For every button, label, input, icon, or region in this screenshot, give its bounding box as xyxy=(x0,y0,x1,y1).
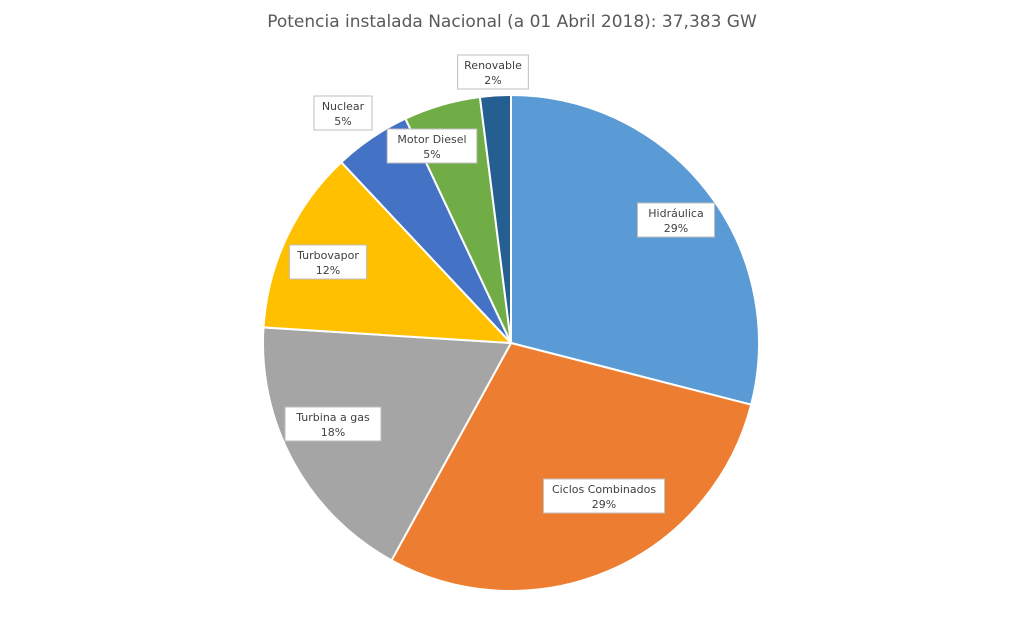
data-label-category: Renovable xyxy=(464,59,522,72)
pie-slice-1 xyxy=(390,341,753,592)
data-label: Ciclos Combinados 29% xyxy=(542,478,666,514)
data-label: Nuclear 5% xyxy=(313,95,373,131)
pie-slice-6 xyxy=(478,93,512,344)
data-label-value: 29% xyxy=(664,222,688,235)
data-label-box xyxy=(457,54,529,90)
data-label-box xyxy=(313,95,373,131)
data-label-box xyxy=(637,202,715,238)
data-label-category: Motor Diesel xyxy=(397,133,466,146)
data-label-category: Ciclos Combinados xyxy=(552,483,656,496)
pie-slice-0 xyxy=(510,93,760,406)
data-label-box xyxy=(386,128,478,164)
data-label-category: Turbovapor xyxy=(296,249,359,262)
pie-slice-2 xyxy=(262,326,513,562)
data-label-value: 18% xyxy=(321,426,345,439)
data-label: Renovable 2% xyxy=(457,54,529,90)
data-label-box xyxy=(542,478,666,514)
data-label: Motor Diesel 5% xyxy=(386,128,478,164)
chart-title: Potencia instalada Nacional (a 01 Abril … xyxy=(267,12,757,32)
data-label: Hidráulica 29% xyxy=(637,202,715,238)
data-label-value: 12% xyxy=(316,264,340,277)
data-label-value: 5% xyxy=(423,148,440,161)
data-label-box xyxy=(289,244,367,280)
data-label-value: 2% xyxy=(484,74,501,87)
data-label-category: Turbina a gas xyxy=(295,411,370,424)
data-label-category: Hidráulica xyxy=(648,207,703,220)
data-label: Turbovapor 12% xyxy=(289,244,367,280)
data-label-value: 29% xyxy=(592,498,616,511)
pie-slice-3 xyxy=(262,160,514,345)
data-label-value: 5% xyxy=(334,115,351,128)
data-label-box xyxy=(284,406,382,442)
data-label: Turbina a gas 18% xyxy=(284,406,382,442)
data-label-category: Nuclear xyxy=(322,100,365,113)
